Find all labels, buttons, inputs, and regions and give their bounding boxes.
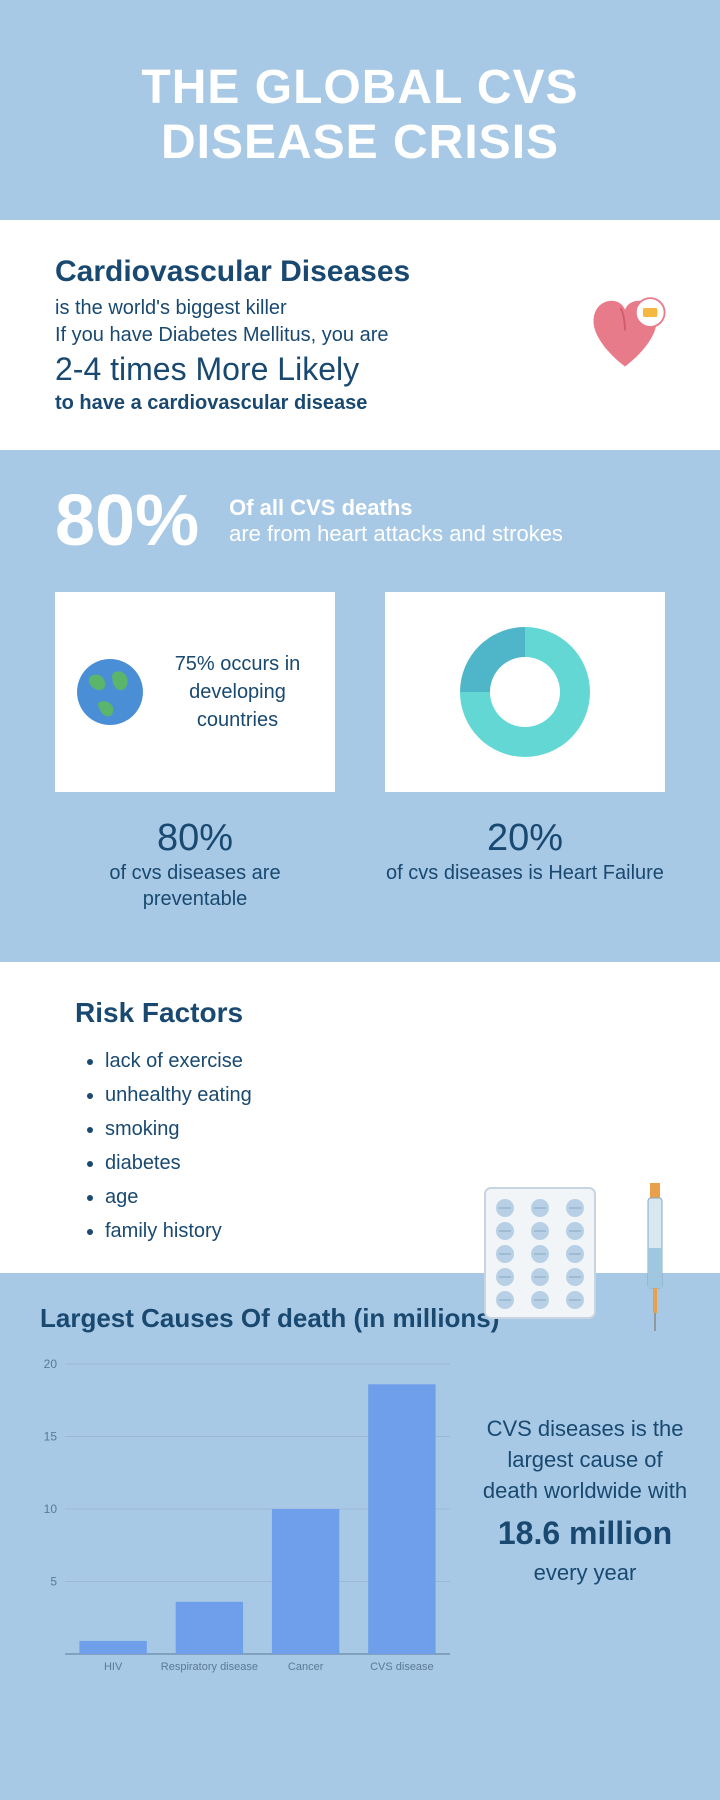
chart-row: 5 10 15 20 HIV Respiratory disease Cancer CVS d… — [30, 1354, 690, 1689]
stat80-percent: 80% — [55, 480, 199, 562]
svg-text:5: 5 — [50, 1575, 57, 1589]
below-left: 80% of cvs diseases are preventable — [55, 817, 335, 912]
cards-row: 75% occurs in developing countries — [55, 592, 665, 792]
callout-num: 18.6 million — [480, 1515, 690, 1552]
header: THE GLOBAL CVS DISEASE CRISIS — [0, 0, 720, 220]
card-developing: 75% occurs in developing countries — [55, 592, 335, 792]
callout-sub: every year — [480, 1560, 690, 1586]
card-donut — [385, 592, 665, 792]
below-right-txt: of cvs diseases is Heart Failure — [385, 860, 665, 886]
chart-callout: CVS diseases is the largest cause of dea… — [480, 1354, 690, 1585]
risk-section: Risk Factors lack of exerciseunhealthy e… — [0, 962, 720, 1273]
syringe-icon — [640, 1173, 670, 1333]
risk-item: diabetes — [105, 1146, 645, 1180]
stat80-title: Of all CVS deaths — [229, 495, 563, 521]
chart-section: Largest Causes Of death (in millions) 51… — [0, 1273, 720, 1729]
intro-heading: Cardiovascular Diseases — [55, 255, 665, 289]
intro-line3: to have a cardiovascular disease — [55, 392, 665, 415]
stat80-row: 80% Of all CVS deaths are from heart att… — [55, 480, 665, 562]
below-right: 20% of cvs diseases is Heart Failure — [385, 817, 665, 912]
intro-line2: If you have Diabetes Mellitus, you are — [55, 324, 665, 347]
card1-text: 75% occurs in developing countries — [160, 650, 315, 734]
stat80-text: Of all CVS deaths are from heart attacks… — [229, 495, 563, 547]
callout-text: CVS diseases is the largest cause of dea… — [480, 1414, 690, 1506]
intro-section: Cardiovascular Diseases is the world's b… — [0, 220, 720, 450]
below-left-num: 80% — [55, 817, 335, 860]
heart-icon — [580, 290, 670, 380]
svg-text:CVS disease: CVS disease — [370, 1661, 434, 1673]
svg-text:20: 20 — [44, 1357, 58, 1371]
pills-icon — [480, 1183, 600, 1323]
stat80-sub: are from heart attacks and strokes — [229, 521, 563, 547]
risk-item: lack of exercise — [105, 1044, 645, 1078]
below-left-txt: of cvs diseases are preventable — [55, 860, 335, 912]
svg-text:10: 10 — [44, 1502, 58, 1516]
intro-line1: is the world's biggest killer — [55, 297, 665, 320]
page-title: THE GLOBAL CVS DISEASE CRISIS — [40, 60, 680, 170]
svg-text:HIV: HIV — [104, 1661, 123, 1673]
risk-title: Risk Factors — [75, 997, 645, 1029]
below-right-num: 20% — [385, 817, 665, 860]
bar-chart: 5 10 15 20 HIV Respiratory disease Cancer CVS d… — [30, 1354, 460, 1684]
svg-text:Cancer: Cancer — [288, 1661, 324, 1673]
risk-item: smoking — [105, 1112, 645, 1146]
stat-section: 80% Of all CVS deaths are from heart att… — [0, 450, 720, 962]
svg-text:15: 15 — [44, 1430, 58, 1444]
donut-chart — [450, 617, 600, 767]
risk-item: unhealthy eating — [105, 1078, 645, 1112]
intro-big: 2-4 times More Likely — [55, 351, 665, 388]
chart-box: 5 10 15 20 HIV Respiratory disease Cancer CVS d… — [30, 1354, 460, 1689]
globe-icon — [75, 657, 145, 727]
svg-text:Respiratory disease: Respiratory disease — [161, 1661, 258, 1673]
below-cards: 80% of cvs diseases are preventable 20% … — [55, 817, 665, 912]
